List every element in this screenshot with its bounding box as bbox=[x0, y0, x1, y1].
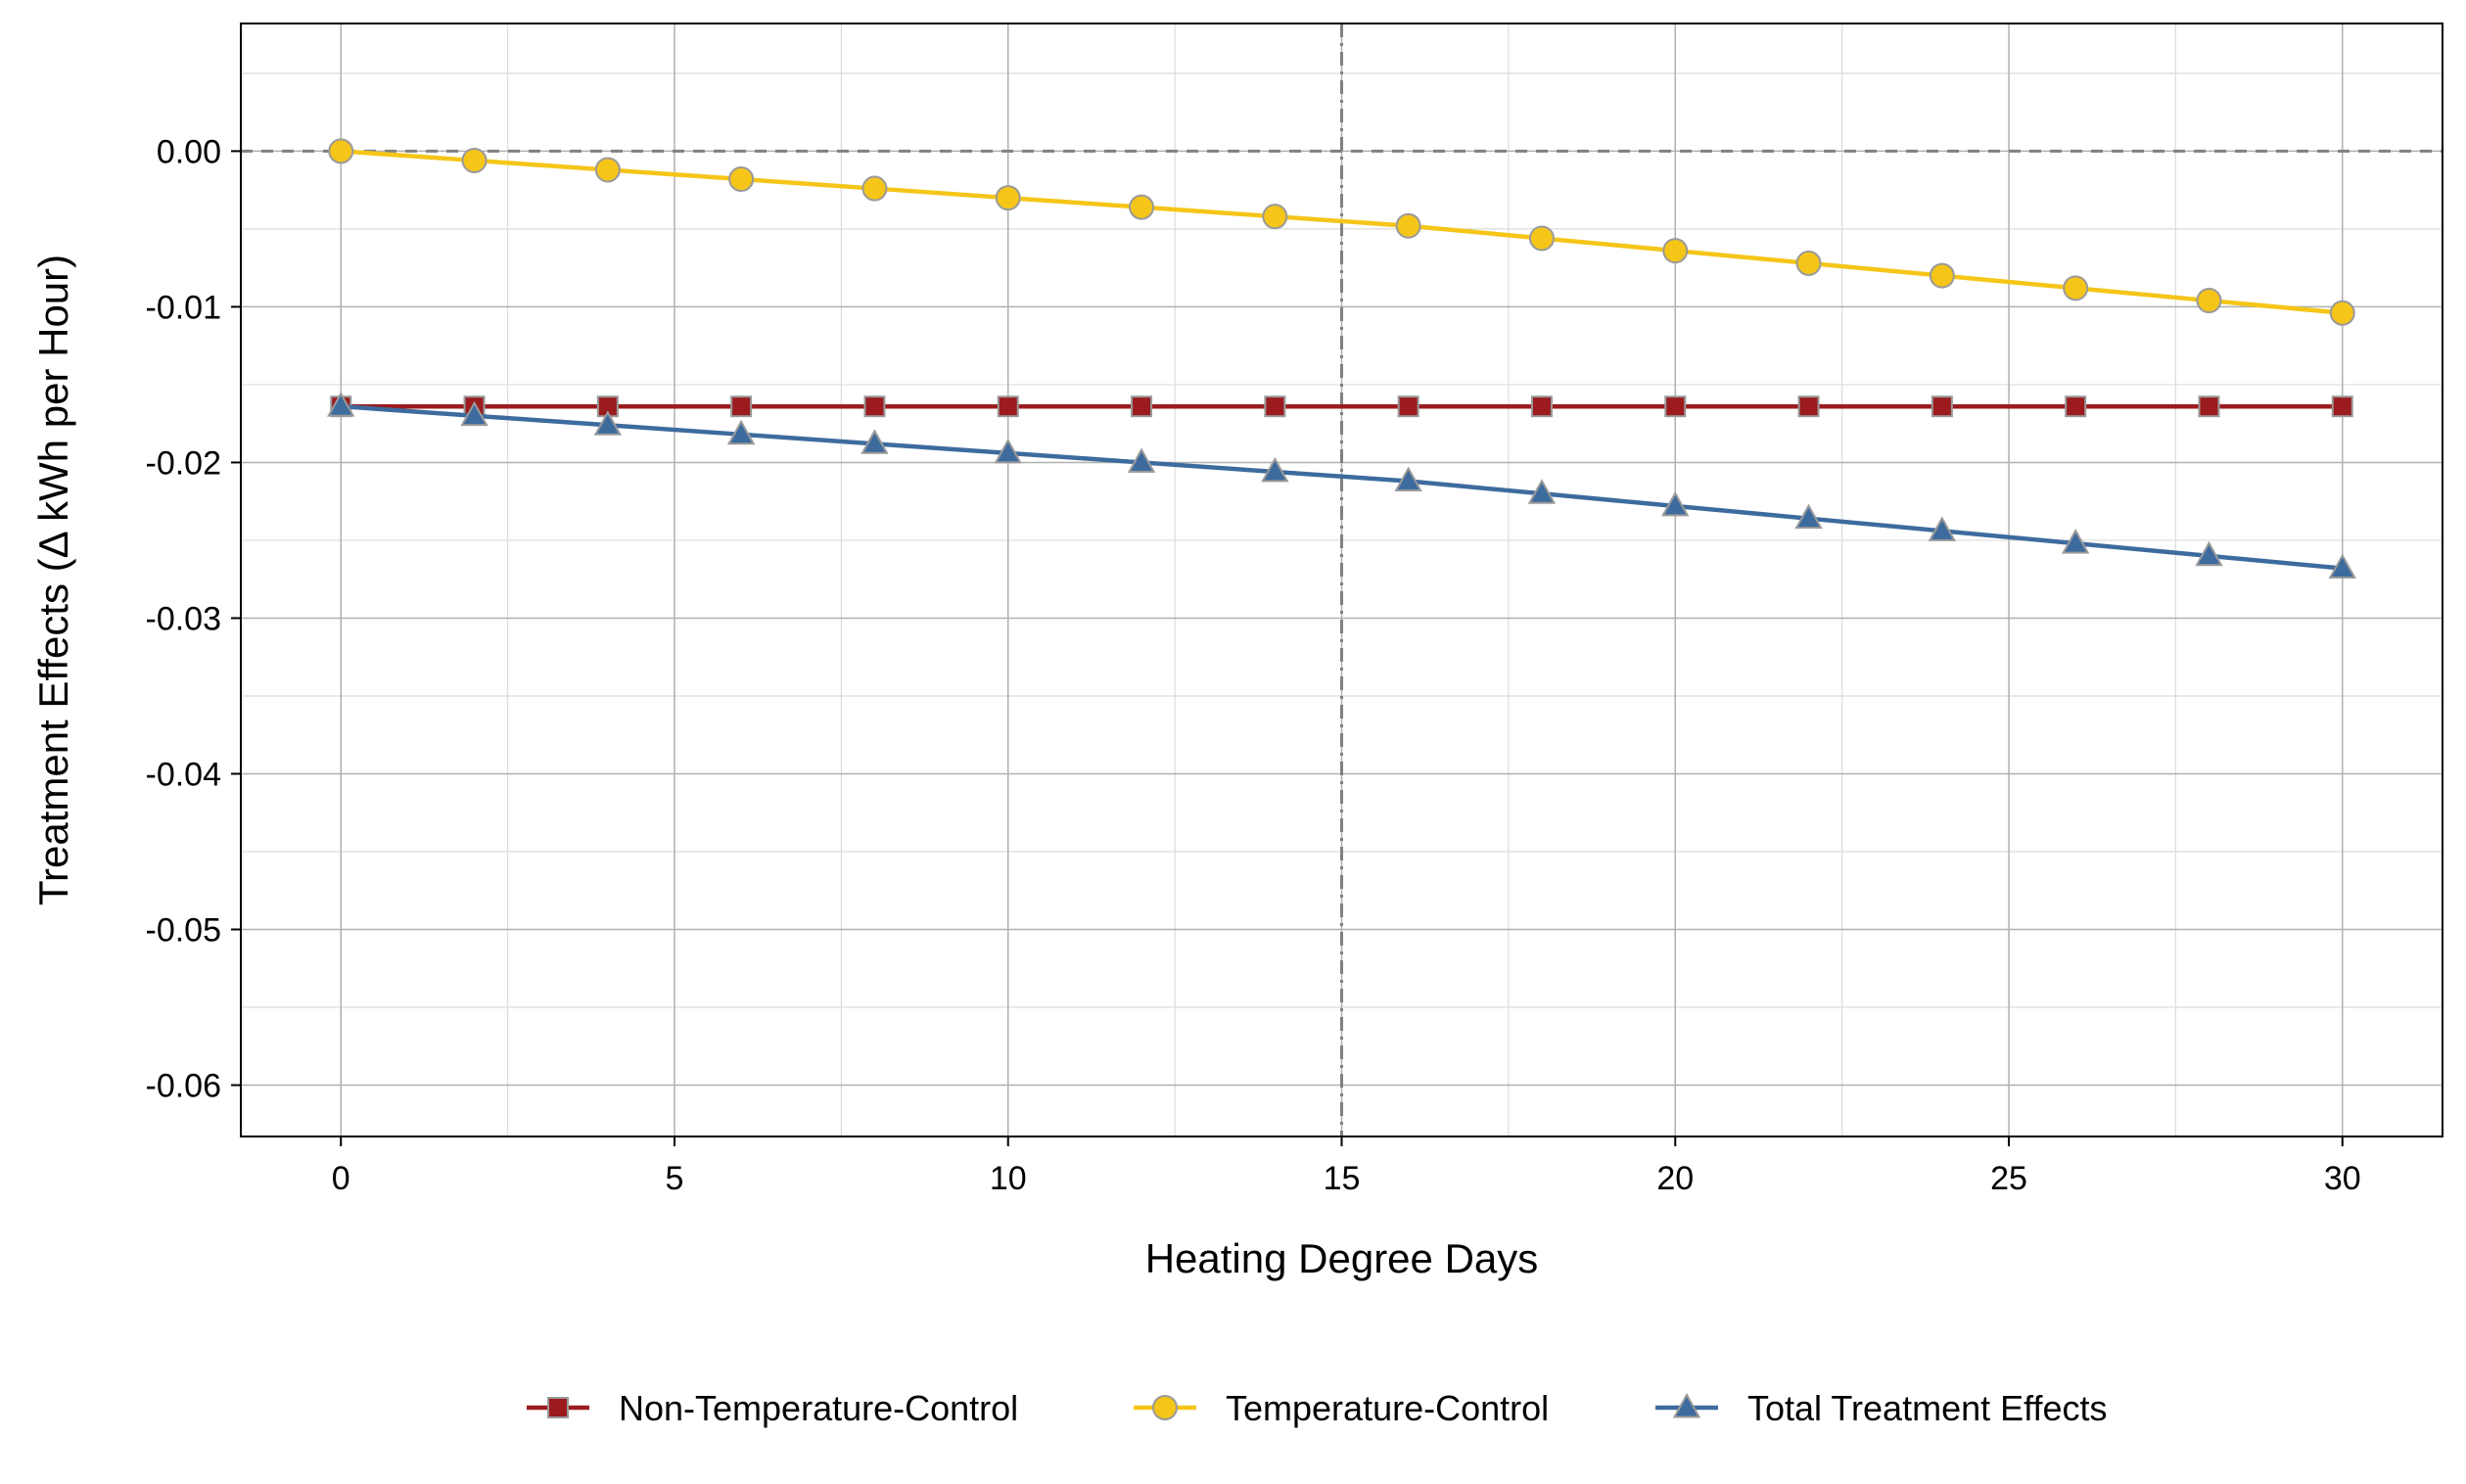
legend-item: Total Treatment Effects bbox=[1655, 1388, 2108, 1428]
series-point-triangle bbox=[861, 429, 889, 454]
series-line bbox=[341, 403, 2343, 571]
series-point-circle bbox=[461, 147, 488, 173]
series-point-circle bbox=[1152, 1395, 1178, 1420]
x-tick-label: 25 bbox=[1990, 1160, 2027, 1197]
series-point-circle bbox=[1662, 238, 1689, 264]
legend-label: Non-Temperature-Control bbox=[619, 1388, 1018, 1428]
series-point-square bbox=[1397, 395, 1419, 418]
y-axis-ticks: 0.00 -0.01 -0.02 -0.03 -0.04 -0.05 -0.06 bbox=[146, 133, 241, 1105]
series-point-circle bbox=[1528, 225, 1555, 252]
series-point-circle bbox=[594, 157, 621, 183]
series-point-square bbox=[1931, 395, 1953, 418]
y-tick-label: -0.01 bbox=[146, 289, 222, 326]
series-point-triangle bbox=[1928, 516, 1957, 541]
y-tick-label: -0.05 bbox=[146, 912, 222, 950]
series-point-triangle bbox=[327, 392, 355, 417]
series-point-square bbox=[1264, 395, 1286, 418]
series-point-circle bbox=[2063, 275, 2089, 301]
series-point-circle bbox=[995, 185, 1021, 211]
series-point-triangle bbox=[1127, 447, 1156, 473]
series-point-circle bbox=[728, 166, 755, 193]
series-point-triangle bbox=[1794, 503, 1823, 530]
x-tick-label: 0 bbox=[332, 1160, 350, 1197]
series-point-triangle bbox=[593, 410, 623, 436]
y-axis-title: Treatment Effects (Δ kWh per Hour) bbox=[30, 255, 76, 905]
series-point-circle bbox=[1129, 194, 1155, 220]
legend-label: Temperature-Control bbox=[1226, 1388, 1549, 1428]
series-point-triangle bbox=[2195, 540, 2223, 567]
series-point-circle bbox=[328, 138, 354, 164]
series-point-triangle bbox=[1394, 466, 1422, 491]
series-point-triangle bbox=[1527, 479, 1557, 504]
series-point-triangle bbox=[460, 400, 489, 427]
y-tick-label: -0.06 bbox=[146, 1068, 222, 1105]
series-point-square bbox=[863, 395, 886, 418]
series-point-square bbox=[547, 1397, 569, 1418]
series-point-triangle bbox=[1661, 490, 1690, 517]
x-tick-label: 10 bbox=[990, 1160, 1027, 1197]
series-point-triangle bbox=[1261, 456, 1289, 483]
series-non-temperature-control bbox=[330, 395, 2353, 418]
series-point-triangle bbox=[2328, 553, 2356, 580]
series-line bbox=[341, 149, 2343, 316]
series-point-square bbox=[2065, 395, 2087, 418]
x-tick-label: 5 bbox=[666, 1160, 684, 1197]
series-point-triangle bbox=[1672, 1392, 1701, 1418]
series-point-circle bbox=[2196, 288, 2222, 314]
series-layer bbox=[327, 138, 2356, 580]
legend-label: Total Treatment Effects bbox=[1747, 1388, 2108, 1428]
legend-item: Non-Temperature-Control bbox=[527, 1388, 1018, 1428]
series-total-treatment-effects bbox=[327, 392, 2356, 580]
series-point-square bbox=[1797, 395, 1820, 418]
x-tick-label: 20 bbox=[1656, 1160, 1694, 1197]
reference-lines bbox=[241, 23, 2443, 1136]
legend-item: Temperature-Control bbox=[1134, 1388, 1549, 1428]
series-point-triangle bbox=[994, 438, 1022, 464]
series-point-square bbox=[2198, 395, 2220, 418]
y-tick-label: -0.03 bbox=[146, 600, 222, 637]
x-axis-ticks: 0 5 10 15 20 25 30 bbox=[332, 1136, 2361, 1197]
legend: Non-Temperature-Control Temperature-Contr… bbox=[527, 1388, 2108, 1428]
series-point-triangle bbox=[726, 419, 756, 445]
series-point-square bbox=[1530, 395, 1553, 418]
series-point-circle bbox=[1262, 204, 1288, 230]
series-temperature-control bbox=[328, 138, 2355, 326]
series-point-square bbox=[730, 395, 753, 418]
series-point-square bbox=[997, 395, 1019, 418]
series-point-circle bbox=[1929, 262, 1955, 289]
x-axis-title: Heating Degree Days bbox=[1145, 1235, 1539, 1281]
series-point-square bbox=[2331, 395, 2353, 418]
series-point-triangle bbox=[2061, 529, 2090, 554]
y-tick-label: 0.00 bbox=[157, 133, 221, 170]
x-tick-label: 15 bbox=[1324, 1160, 1361, 1197]
series-point-circle bbox=[2329, 300, 2355, 326]
series-point-circle bbox=[1395, 212, 1421, 239]
series-point-square bbox=[1131, 395, 1153, 418]
series-point-circle bbox=[1795, 250, 1822, 276]
x-tick-label: 30 bbox=[2324, 1160, 2361, 1197]
series-point-circle bbox=[861, 175, 888, 202]
y-tick-label: -0.04 bbox=[146, 756, 222, 793]
series-point-square bbox=[1664, 395, 1687, 418]
y-tick-label: -0.02 bbox=[146, 444, 222, 482]
